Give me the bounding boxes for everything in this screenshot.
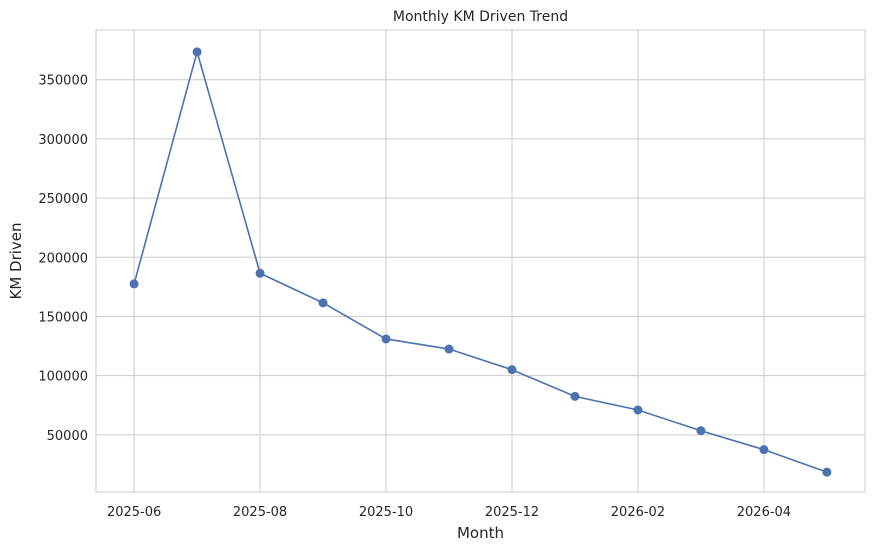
y-tick-label: 200000 [38,251,88,266]
data-point [759,445,769,455]
plot-area-frame [95,29,866,493]
data-point [507,365,517,375]
data-point [129,279,139,289]
y-tick-label: 300000 [38,133,88,148]
chart-title: Monthly KM Driven Trend [393,9,568,25]
y-tick-label: 350000 [38,74,88,89]
data-point [318,298,328,308]
y-tick-label: 250000 [38,192,88,207]
data-point [633,405,643,415]
data-point [255,268,265,278]
tick-labels: 50000 100000 150000 200000 250000 300000 35000… [38,74,791,520]
x-tick-label: 2025-12 [485,505,539,520]
x-tick-label: 2025-06 [107,505,161,520]
y-axis-label: KM Driven [7,222,25,299]
x-tick-label: 2026-02 [611,505,665,520]
x-tick-label: 2025-08 [233,505,287,520]
x-tick-label: 2026-04 [737,505,791,520]
data-point [192,47,202,57]
y-tick-label: 50000 [47,429,88,444]
grid [96,30,865,492]
data-point [444,344,454,354]
y-tick-label: 150000 [38,310,88,325]
x-tick-label: 2025-10 [359,505,413,520]
data-point [570,391,580,401]
x-axis-label: Month [457,524,504,542]
data-point [381,334,391,344]
series-line [133,48,828,473]
data-point [822,467,832,477]
y-tick-label: 100000 [38,370,88,385]
series-layer [129,47,832,477]
data-point [696,426,706,436]
